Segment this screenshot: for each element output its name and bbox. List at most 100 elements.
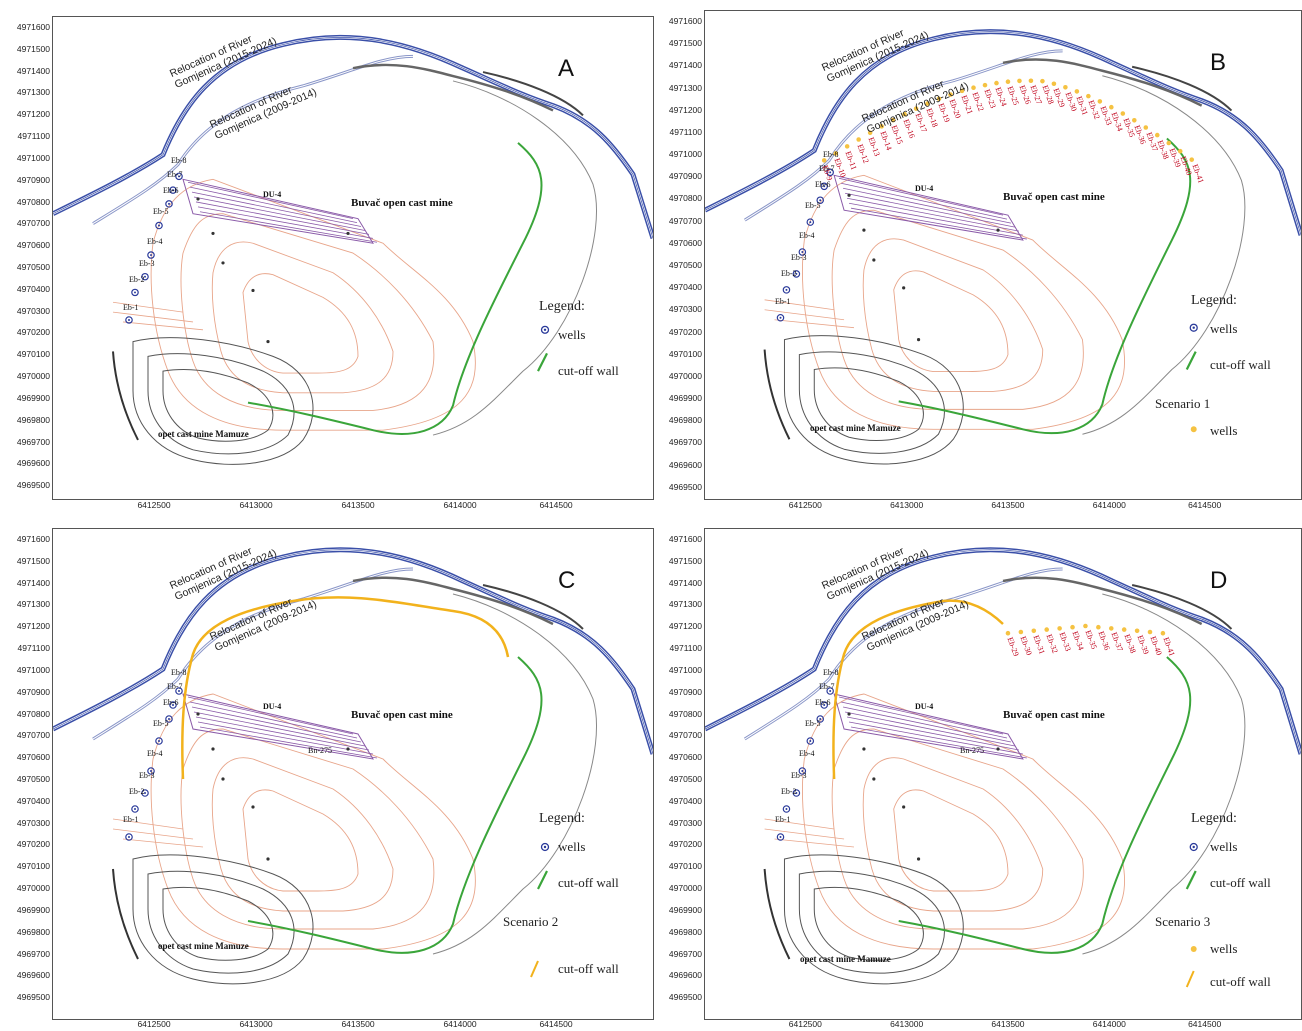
y-tick-label: 4969900 — [668, 393, 702, 404]
y-tick-label: 4970500 — [668, 774, 702, 784]
dump-line — [839, 696, 1004, 735]
y-tick-label: 4971300 — [16, 599, 50, 610]
road — [1131, 65, 1233, 112]
legend-cutoff-icon — [537, 352, 548, 372]
x-tick-label: 6414000 — [443, 500, 477, 510]
pit-contour-2 — [180, 728, 435, 930]
y-tick-label: 4971300 — [16, 87, 50, 98]
mamuze-contour — [162, 886, 274, 961]
well-marker — [165, 715, 173, 723]
y-tick-label: 4969700 — [668, 437, 702, 448]
dump-line — [848, 721, 1023, 755]
mamuze-contour — [132, 337, 314, 465]
scenario-well-marker — [1070, 624, 1075, 630]
well-marker — [155, 221, 163, 230]
well-label: Eb-3 — [791, 253, 807, 262]
y-tick-label: 4970500 — [668, 260, 702, 270]
mamuze-contour — [798, 870, 945, 974]
legend-cutoff-icon — [1185, 351, 1197, 371]
well-marker — [816, 196, 825, 205]
scenario-well-marker — [1120, 111, 1126, 116]
cutoff-wall-green — [898, 137, 1192, 435]
y-tick-label: 4970800 — [16, 708, 50, 719]
legend-scenario-well-icon — [1190, 946, 1197, 952]
pit-ramp — [764, 818, 855, 848]
y-tick-label: 4970600 — [16, 240, 50, 251]
dump-line — [191, 191, 362, 227]
y-tick-label: 4969700 — [668, 948, 702, 959]
label-du4: DU-4 — [915, 184, 934, 193]
y-tick-label: 4969900 — [16, 392, 50, 403]
pit-contour-3 — [862, 757, 1044, 912]
river-new-center — [53, 37, 653, 239]
map-panel-d: D Relocation of River Gomjenica (2015-202… — [704, 528, 1302, 1020]
well-label: Eb-8 — [823, 150, 839, 159]
y-tick-label: 4970700 — [668, 215, 702, 226]
dump-line — [197, 206, 374, 239]
y-tick-label: 4970400 — [668, 282, 702, 293]
well-label: Eb-8 — [171, 668, 187, 677]
x-tick-label: 6414500 — [539, 500, 573, 510]
y-tick-label: 4970200 — [668, 326, 702, 337]
borehole-marker — [996, 228, 1000, 232]
dump-line — [841, 701, 1008, 739]
well-marker — [165, 200, 173, 208]
mamuze-mine — [112, 337, 314, 465]
mine-outer-boundary — [1082, 593, 1246, 955]
y-tick-label: 4970100 — [16, 861, 50, 872]
well-marker — [155, 737, 163, 745]
well-label: Eb-2 — [781, 269, 797, 278]
legend-well-dot — [543, 328, 547, 331]
x-tick-label: 6413000 — [239, 500, 273, 510]
y-tick-label: 4971300 — [668, 82, 702, 93]
well-center — [819, 199, 822, 202]
scenario-well-marker — [1005, 630, 1011, 636]
well-center — [134, 808, 136, 810]
well-label: Eb-5 — [153, 207, 169, 216]
well-label: Eb-7 — [819, 164, 835, 173]
borehole-marker — [916, 338, 921, 342]
mamuze-contour — [132, 854, 314, 985]
x-tick-label: 6412500 — [137, 1019, 171, 1029]
borehole-marker — [346, 747, 350, 751]
y-tick-label: 4971600 — [668, 16, 702, 26]
scenario-well-marker — [1132, 118, 1137, 123]
well-marker — [820, 701, 828, 709]
y-tick-label: 4971200 — [668, 104, 702, 115]
y-tick-label: 4970600 — [668, 237, 702, 248]
dump-du4 — [182, 693, 378, 760]
y-tick-label: 4970200 — [16, 327, 50, 338]
label-bn275: Bn-275 — [960, 746, 984, 755]
mamuze-mine — [763, 854, 964, 985]
dump-line — [195, 716, 370, 751]
well-label: Eb-4 — [799, 231, 815, 240]
dump-line — [846, 197, 1019, 232]
mamuze-contour — [813, 886, 924, 961]
x-tick-label: 6413000 — [890, 1019, 924, 1029]
mamuze-edge — [763, 868, 791, 960]
scenario-well-marker — [1134, 628, 1140, 634]
dump-line — [841, 182, 1008, 220]
y-tick-label: 4970900 — [16, 686, 50, 697]
scenario-well-marker — [1147, 629, 1153, 635]
road — [482, 584, 584, 630]
well-center — [785, 808, 788, 810]
x-tick-label: 6413500 — [991, 1019, 1025, 1029]
dump-line — [199, 211, 378, 243]
well-marker — [820, 182, 828, 191]
legend-well-dot — [543, 845, 547, 849]
mamuze-contour — [783, 335, 964, 465]
y-tick-label: 4969600 — [16, 458, 50, 469]
borehole-marker — [266, 340, 270, 344]
y-tick-label: 4971000 — [16, 664, 50, 675]
well-marker — [125, 316, 133, 324]
y-tick-label: 4971100 — [17, 131, 50, 142]
well-label: Eb-8 — [823, 668, 839, 677]
dump-line — [193, 196, 366, 231]
scenario-well-marker — [1017, 78, 1022, 84]
legend-well-icon — [1189, 323, 1198, 332]
dump-line — [199, 726, 378, 759]
borehole-marker — [872, 258, 876, 262]
well-label: Eb-7 — [819, 682, 835, 691]
y-tick-label: 4970300 — [16, 817, 50, 828]
